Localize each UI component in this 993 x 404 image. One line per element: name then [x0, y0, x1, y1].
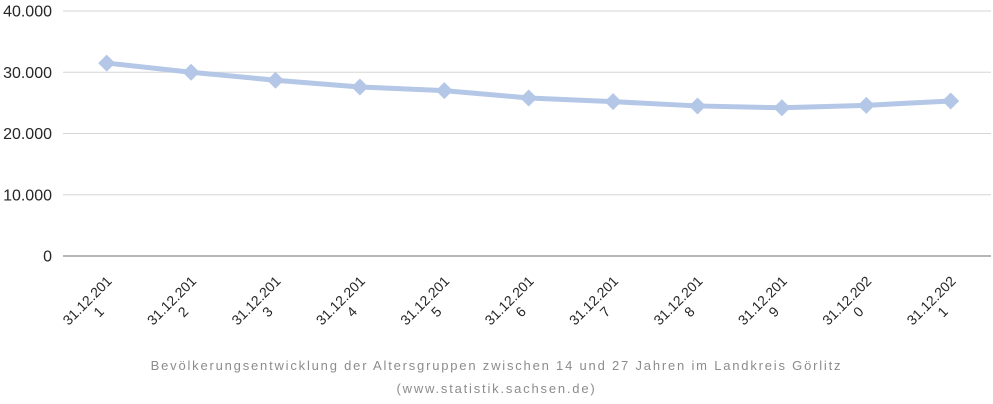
- x-axis-label-line1: 31.12.201: [650, 273, 706, 329]
- x-axis-label-line1: 31.12.202: [903, 273, 959, 329]
- x-axis-label-line2: 1: [90, 303, 107, 320]
- chart-caption-source: (www.statistik.sachsen.de): [396, 381, 597, 396]
- y-axis-tick-label: 40.000: [3, 4, 52, 21]
- x-axis-label-line2: 4: [343, 303, 360, 320]
- x-axis-label-line1: 31.12.201: [566, 273, 622, 329]
- x-axis-label-line2: 3: [259, 303, 276, 320]
- x-axis-label-line2: 7: [597, 303, 614, 320]
- x-axis-label-line2: 5: [428, 303, 445, 320]
- data-point-31-12-2011: [98, 54, 116, 72]
- y-axis-tick-label: 20.000: [3, 126, 52, 143]
- x-axis-label-line2: 2: [175, 303, 192, 320]
- x-axis-label-line1: 31.12.201: [228, 273, 284, 329]
- chart-caption: Bevölkerungsentwicklung der Altersgruppe…: [0, 354, 993, 400]
- x-axis-label-line1: 31.12.201: [481, 273, 537, 329]
- x-axis-label-line1: 31.12.202: [819, 273, 875, 329]
- data-point-31-12-2012: [182, 63, 200, 81]
- x-axis-label-line2: 0: [850, 303, 867, 320]
- x-axis-label-line1: 31.12.201: [735, 273, 791, 329]
- data-point-31-12-2014: [351, 78, 369, 96]
- x-axis-label-line2: 1: [934, 303, 951, 320]
- x-axis-label-line2: 6: [512, 303, 529, 320]
- x-axis-label-line2: 8: [681, 303, 698, 320]
- data-point-31-12-2018: [689, 97, 706, 115]
- data-point-31-12-2015: [435, 82, 453, 100]
- x-axis-label-line1: 31.12.201: [313, 273, 369, 329]
- data-point-31-12-2013: [267, 71, 284, 89]
- y-axis-tick-label: 0: [43, 249, 52, 266]
- data-point-31-12-2019: [773, 99, 791, 117]
- data-point-31-12-2016: [520, 89, 538, 107]
- chart-caption-title: Bevölkerungsentwicklung der Altersgruppe…: [150, 358, 843, 373]
- x-axis-label-line2: 9: [765, 303, 782, 320]
- data-point-31-12-2021: [942, 92, 960, 110]
- x-axis-label-line1: 31.12.201: [397, 273, 453, 329]
- y-axis-tick-label: 10.000: [3, 187, 52, 204]
- x-axis-label-line1: 31.12.201: [59, 273, 115, 329]
- data-point-31-12-2017: [604, 93, 622, 111]
- data-point-31-12-2020: [857, 96, 875, 114]
- y-axis-tick-label: 30.000: [3, 65, 52, 82]
- x-axis-label-line1: 31.12.201: [144, 273, 200, 329]
